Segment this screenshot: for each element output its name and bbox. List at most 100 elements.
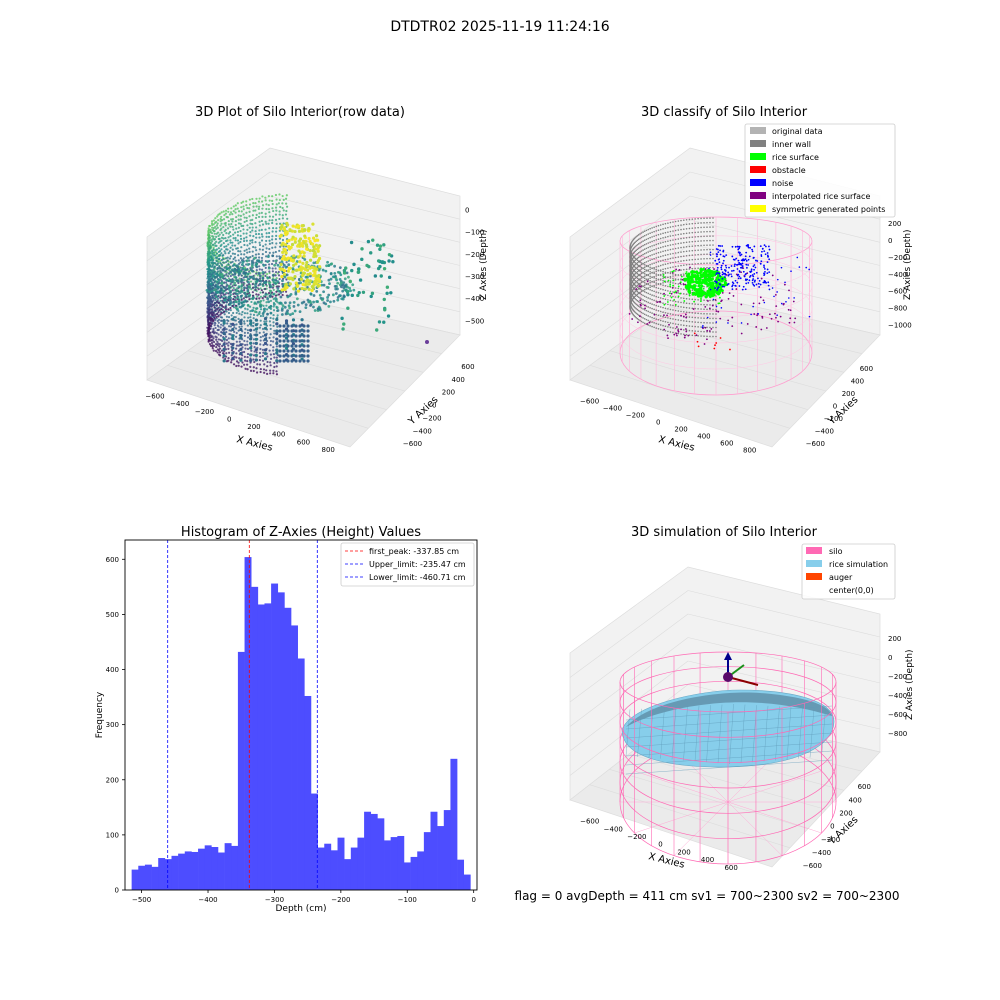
data-point [346, 306, 350, 310]
inner-wall-point [633, 264, 636, 267]
inner-wall-point [642, 280, 644, 283]
inner-wall-point [709, 226, 711, 228]
interpolated-point [774, 312, 776, 315]
inner-wall-point [639, 251, 641, 253]
data-point [316, 284, 320, 288]
data-point [231, 336, 235, 341]
inner-wall-point [643, 268, 646, 271]
noise-point [756, 260, 759, 262]
data-point [260, 256, 264, 260]
data-point [261, 195, 264, 198]
inner-wall-point [662, 306, 664, 309]
inner-wall-point [643, 261, 646, 264]
data-point [352, 288, 356, 292]
noise-point [743, 259, 746, 262]
data-point [294, 268, 298, 272]
data-point [216, 351, 219, 354]
data-point [290, 324, 294, 328]
noise-point [767, 255, 769, 258]
inner-wall-point [643, 322, 646, 325]
data-point [240, 206, 243, 209]
inner-wall-point [639, 278, 641, 280]
data-point [274, 271, 278, 274]
data-point [349, 289, 352, 293]
y-tick-label: −200 [824, 415, 843, 423]
data-point [291, 235, 295, 239]
rice-surface-point [700, 271, 702, 273]
grid-line [569, 590, 689, 678]
inner-wall-point [697, 303, 699, 306]
data-point [295, 260, 299, 263]
data-point [283, 248, 287, 252]
data-point [294, 344, 298, 348]
data-point [306, 344, 310, 348]
interpolated-point [635, 288, 638, 290]
rice-surface-point [709, 275, 711, 278]
data-point [240, 263, 244, 267]
noise-point [790, 270, 792, 273]
grid-line [669, 306, 863, 354]
data-point [286, 359, 290, 363]
noise-point [768, 288, 771, 291]
inner-wall-point [685, 268, 688, 271]
inner-wall-point [694, 263, 696, 265]
data-point [207, 334, 210, 337]
data-point [290, 344, 294, 348]
inner-wall-point [636, 290, 639, 293]
data-point [232, 287, 235, 290]
inner-wall-point [674, 314, 677, 316]
data-point [227, 275, 230, 278]
inner-wall-point [651, 263, 653, 265]
inner-wall-point [636, 286, 639, 289]
data-point [250, 349, 253, 352]
y-tick-label: 400 [451, 376, 464, 384]
inner-wall-point [677, 220, 680, 222]
data-point [231, 213, 234, 216]
inner-wall-point [680, 224, 682, 226]
inner-wall-point [674, 296, 677, 298]
data-point [294, 339, 298, 343]
data-point [259, 279, 263, 283]
data-point [318, 308, 322, 312]
inner-wall-point [657, 323, 660, 326]
data-point [259, 314, 263, 318]
data-point [274, 230, 278, 233]
data-point [314, 243, 318, 247]
inner-wall-point [645, 270, 648, 272]
data-point [286, 349, 290, 353]
data-point [223, 274, 226, 277]
data-point [225, 352, 228, 355]
auger-z-arrowhead [724, 652, 732, 660]
data-point [210, 257, 214, 260]
data-point [240, 253, 243, 256]
interpolated-point [681, 278, 684, 281]
inner-wall-point [706, 308, 708, 311]
grid-line [687, 637, 881, 684]
interpolated-point [631, 318, 634, 320]
data-point [220, 294, 223, 297]
interpolated-point [667, 337, 669, 339]
data-point [237, 317, 240, 320]
data-point [261, 207, 264, 210]
data-point [250, 275, 254, 279]
noise-point [706, 316, 709, 319]
rice-surface-point [687, 289, 691, 293]
noise-point [780, 266, 783, 269]
noise-point [716, 271, 719, 274]
data-point [356, 270, 360, 274]
inner-wall-point [647, 251, 650, 253]
inner-wall-point [643, 290, 646, 293]
data-point [229, 325, 232, 328]
data-point [271, 246, 274, 249]
data-point [226, 216, 229, 219]
data-point [254, 348, 258, 352]
data-point [343, 285, 347, 288]
data-point [309, 304, 312, 307]
inner-wall-point [667, 249, 669, 251]
inner-wall-point [647, 255, 650, 258]
rice-surface-point [662, 273, 665, 276]
inner-wall-point [715, 304, 717, 306]
data-point [278, 349, 282, 353]
data-point [208, 293, 211, 296]
data-point [246, 206, 249, 210]
